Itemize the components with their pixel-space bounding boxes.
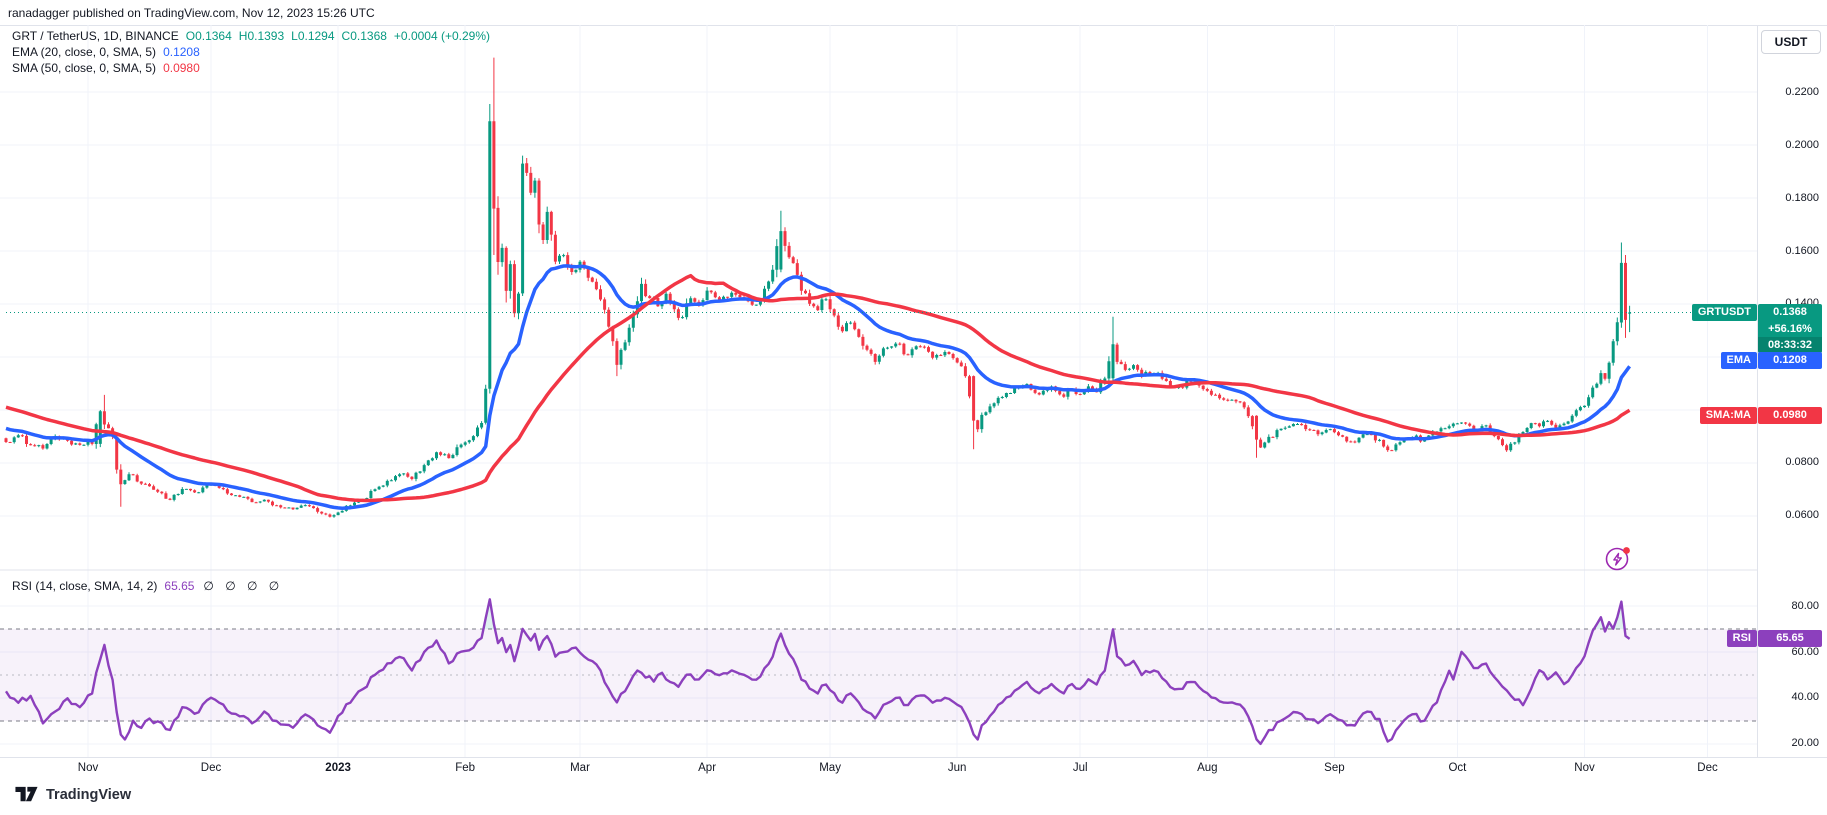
time-axis-label: Feb [455, 762, 476, 774]
tradingview-brand-text: TradingView [46, 786, 132, 803]
rsi-tag-value: 65.65 [1758, 630, 1822, 647]
symbol-price-tag[interactable]: GRTUSDT 0.1368 +56.16% 08:33:32 [1691, 304, 1822, 353]
time-axis-label: May [819, 762, 841, 774]
sma-tag-value: 0.0980 [1758, 407, 1822, 424]
ema-tag-value: 0.1208 [1758, 352, 1822, 369]
currency-button[interactable]: USDT [1761, 30, 1821, 54]
footer: TradingView [0, 780, 1827, 815]
time-axis-label: Sep [1324, 762, 1345, 774]
tradingview-logo[interactable]: TradingView [14, 786, 131, 803]
price-tick: 60.00 [1791, 645, 1819, 658]
price-tick: 20.00 [1791, 737, 1819, 750]
lightning-button[interactable] [1604, 544, 1632, 572]
price-tick: 0.1800 [1785, 191, 1819, 204]
ohlc-change: +0.0004 (+0.29%) [393, 28, 490, 43]
rsi-empty-slots: ∅ ∅ ∅ ∅ [203, 578, 284, 593]
ohlc-open: O0.1364 [185, 28, 232, 43]
symbol-title[interactable]: GRT / TetherUS, 1D, BINANCE [12, 28, 179, 43]
symbol-tag-countdown: 08:33:32 [1758, 337, 1822, 353]
ema-legend-row: EMA (20, close, 0, SMA, 5) 0.1208 [12, 44, 490, 59]
time-axis-label: Dec [200, 762, 222, 774]
tradingview-logo-icon [15, 786, 38, 802]
lightning-icon [1605, 547, 1630, 571]
time-axis-label: Apr [698, 762, 717, 774]
publish-text: ranadagger published on TradingView.com,… [8, 5, 375, 20]
time-axis-label: Aug [1197, 762, 1218, 774]
price-tick: 0.1600 [1785, 244, 1819, 257]
time-axis[interactable]: Nov Dec 2023 Feb Mar Apr May Jun Jul Aug Sep Oct Nov… [0, 757, 1827, 781]
price-scale-separator [1757, 25, 1758, 780]
chart-canvas[interactable] [0, 25, 1757, 758]
symbol-tag-change: +56.16% [1768, 323, 1812, 335]
ema-price-tag[interactable]: EMA 0.1208 [1720, 352, 1822, 369]
price-tick: 0.2000 [1785, 138, 1819, 151]
price-tick: 0.2200 [1785, 85, 1819, 98]
symbol-tag-price: 0.1368 [1773, 306, 1807, 318]
rsi-legend[interactable]: RSI (14, close, SMA, 14, 2) 65.65 ∅ ∅ ∅ … [12, 578, 283, 594]
rsi-legend-value: 65.65 [164, 578, 195, 593]
rsi-value-tag[interactable]: RSI 65.65 [1726, 630, 1822, 647]
time-axis-label: Nov [77, 762, 99, 774]
ema-tag-name: EMA [1720, 352, 1757, 369]
sma-tag-name: SMA:MA [1699, 407, 1757, 424]
ohlc-low: L0.1294 [291, 28, 335, 43]
publish-bar: ranadagger published on TradingView.com,… [0, 0, 1827, 26]
rsi-legend-label[interactable]: RSI (14, close, SMA, 14, 2) [12, 578, 158, 593]
sma-legend-row: SMA (50, close, 0, SMA, 5) 0.0980 [12, 60, 490, 75]
time-axis-label: Oct [1448, 762, 1467, 774]
rsi-legend-row: RSI (14, close, SMA, 14, 2) 65.65 ∅ ∅ ∅ … [12, 578, 283, 593]
price-tick: 0.0800 [1785, 456, 1819, 469]
time-axis-label: Jul [1072, 762, 1088, 774]
price-tick: 40.00 [1791, 691, 1819, 704]
ohlc-close: C0.1368 [341, 28, 387, 43]
price-tick: 80.00 [1791, 599, 1819, 612]
sma-legend-value: 0.0980 [163, 60, 200, 75]
time-axis-label: Dec [1697, 762, 1718, 774]
ema-legend-value: 0.1208 [163, 44, 200, 59]
time-axis-label: Nov [1574, 762, 1595, 774]
time-axis-label: 2023 [325, 762, 351, 774]
price-tick: 0.0600 [1785, 509, 1819, 522]
time-axis-label: Mar [570, 762, 590, 774]
ohlc-high: H0.1393 [238, 28, 285, 43]
sma-price-tag[interactable]: SMA:MA 0.0980 [1699, 407, 1822, 424]
rsi-tag-name: RSI [1726, 630, 1757, 647]
ema-legend-label[interactable]: EMA (20, close, 0, SMA, 5) [12, 44, 157, 59]
symbol-legend-row: GRT / TetherUS, 1D, BINANCE O0.1364 H0.1… [12, 28, 490, 43]
symbol-tag-name: GRTUSDT [1691, 304, 1757, 321]
symbol-legend[interactable]: GRT / TetherUS, 1D, BINANCE O0.1364 H0.1… [12, 28, 490, 76]
time-axis-label: Jun [947, 762, 967, 774]
sma-legend-label[interactable]: SMA (50, close, 0, SMA, 5) [12, 60, 157, 75]
